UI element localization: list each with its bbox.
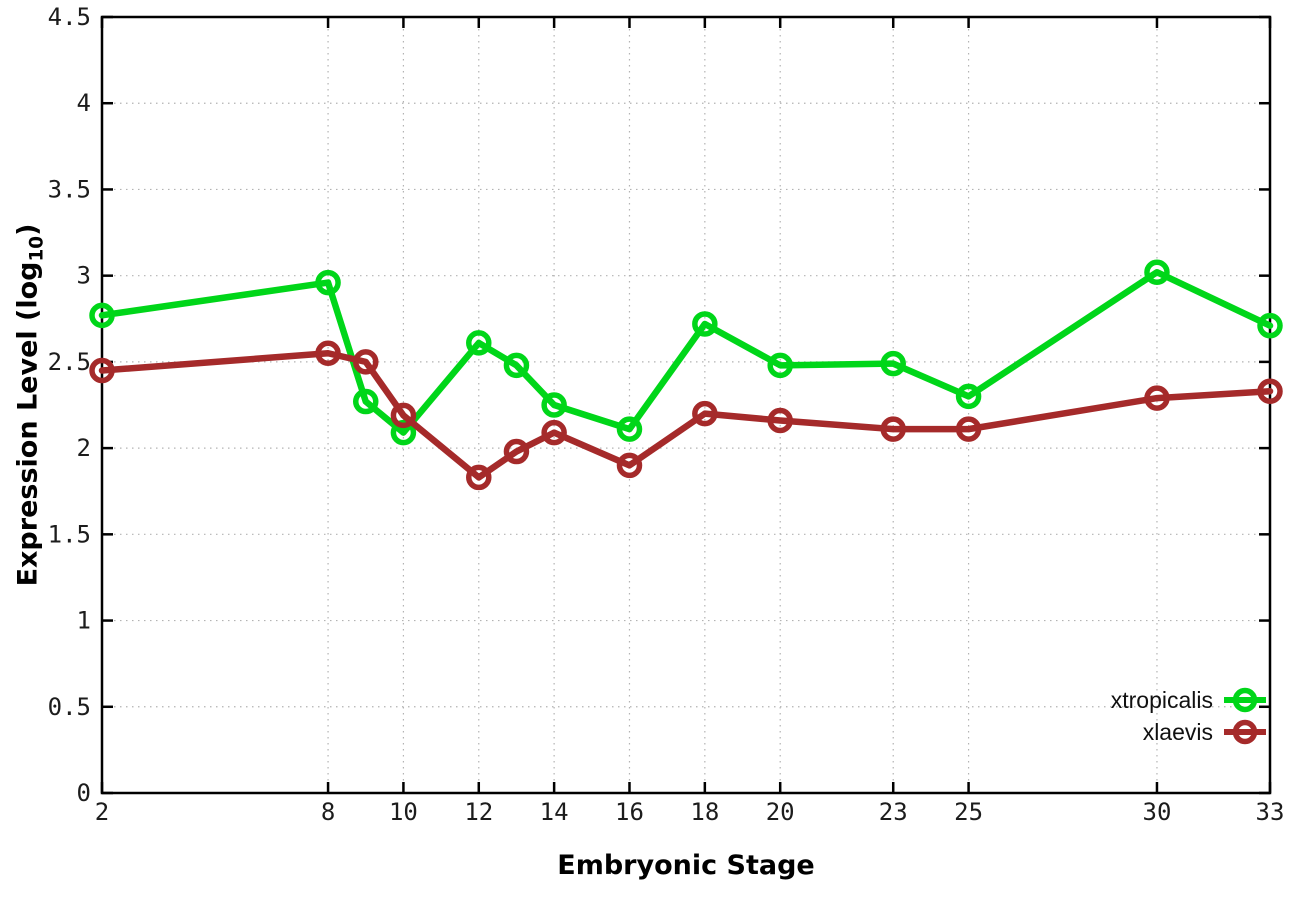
data-point-xtropicalis <box>767 352 793 379</box>
y-tick-label: 4 <box>77 89 91 117</box>
data-point-xtropicalis <box>352 388 379 415</box>
x-tick-label: 25 <box>954 798 983 826</box>
legend-entry-xlaevis: xlaevis <box>1143 718 1268 746</box>
legend-label-xlaevis: xlaevis <box>1142 718 1213 745</box>
data-point-xtropicalis <box>89 302 115 329</box>
data-point-xtropicalis <box>692 311 718 337</box>
plot-border <box>100 15 1272 795</box>
data-point-xtropicalis <box>1257 312 1283 339</box>
data-point-xlaevis <box>541 419 567 446</box>
series-line-xlaevis <box>98 350 1274 481</box>
data-point-xtropicalis <box>315 269 341 296</box>
y-tick-label: 2.5 <box>48 348 91 376</box>
x-tick-label: 18 <box>690 798 719 826</box>
x-tick-label: 16 <box>615 798 644 826</box>
x-tick-label: 2 <box>95 798 109 826</box>
data-point-xlaevis <box>352 349 379 375</box>
data-point-xtropicalis <box>503 352 530 379</box>
y-tick-label: 2 <box>77 434 91 462</box>
data-point-xtropicalis <box>466 330 492 356</box>
y-tick-label: 3 <box>77 262 91 290</box>
data-point-xtropicalis <box>1144 259 1170 285</box>
legend-marker-xtropicalis <box>1224 687 1266 713</box>
x-tick-label: 20 <box>766 798 795 826</box>
legend-label-xtropicalis: xtropicalis <box>1110 686 1213 713</box>
data-point-xlaevis <box>955 416 982 442</box>
data-point-xlaevis <box>89 357 115 384</box>
x-tick-label: 8 <box>321 798 335 826</box>
legend-marker-xlaevis <box>1224 719 1266 745</box>
data-point-xlaevis <box>767 407 793 434</box>
x-tick-label: 10 <box>389 798 418 826</box>
data-point-xtropicalis <box>541 392 567 418</box>
x-tick-label: 33 <box>1256 798 1285 826</box>
y-axis-title-text: Expression Level (log <box>12 261 44 587</box>
y-tick-label: 1.5 <box>48 520 91 548</box>
x-axis-title: Embryonic Stage <box>557 850 815 881</box>
y-tick-label: 3.5 <box>48 175 91 203</box>
y-axis-title: Expression Level (log10) <box>12 224 47 587</box>
data-point-xlaevis <box>692 400 718 427</box>
data-point-xlaevis <box>880 416 906 442</box>
x-tick-label: 23 <box>879 798 908 826</box>
legend: xtropicalis xlaevis <box>1111 686 1268 746</box>
legend-entry-xtropicalis: xtropicalis <box>1111 686 1268 714</box>
y-tick-label: 0.5 <box>48 693 91 721</box>
y-axis-title-subscript: 10 <box>26 235 48 262</box>
y-tick-label: 0 <box>77 779 91 807</box>
y-tick-label: 4.5 <box>48 3 91 31</box>
x-tick-label: 30 <box>1143 798 1172 826</box>
x-tick-label: 14 <box>540 798 569 826</box>
y-axis-title-close: ) <box>12 223 44 236</box>
data-point-xtropicalis <box>390 419 417 446</box>
data-point-xlaevis <box>390 402 417 429</box>
data-point-xlaevis <box>315 340 341 367</box>
data-point-xlaevis <box>616 452 643 479</box>
x-tick-label: 12 <box>464 798 493 826</box>
data-point-xlaevis <box>1257 378 1283 404</box>
data-point-xlaevis <box>466 464 492 491</box>
data-point-xtropicalis <box>880 350 906 377</box>
y-tick-label: 1 <box>77 607 91 635</box>
data-point-xtropicalis <box>616 416 643 442</box>
data-point-xlaevis <box>503 438 530 465</box>
data-point-xlaevis <box>1144 385 1170 411</box>
data-point-xtropicalis <box>955 383 982 410</box>
